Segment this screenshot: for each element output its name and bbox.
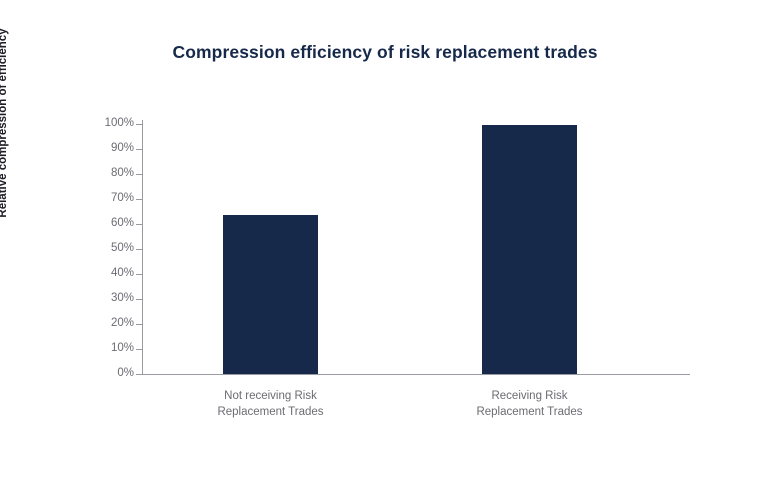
y-axis-tick-label: 70% (110, 192, 134, 204)
x-axis-category-label-line: Not receiving Risk (224, 390, 317, 402)
y-axis-tick (136, 174, 143, 175)
bar[interactable] (223, 215, 318, 374)
y-axis-tick (136, 149, 143, 150)
bar[interactable] (482, 125, 577, 374)
y-axis-tick-label: 0% (117, 367, 134, 379)
y-axis-tick (136, 324, 143, 325)
x-axis-category-label-line: Receiving Risk (491, 390, 568, 402)
y-axis-tick-label: 80% (110, 167, 134, 179)
y-axis-title: Relative compression of efficiency (0, 28, 9, 218)
y-axis-tick-label: 90% (110, 142, 134, 154)
y-axis-tick (136, 274, 143, 275)
chart-title: Compression efficiency of risk replaceme… (172, 42, 598, 62)
y-axis-tick-labels: 0% 10% 20% 30% 40% 50% 60% 70% 80% 90% 100% (88, 117, 134, 378)
y-axis-tick-label: 20% (110, 317, 134, 329)
y-axis-tick (136, 299, 143, 300)
y-axis-tick-label: 50% (110, 242, 134, 254)
y-axis-tick (136, 224, 143, 225)
y-axis-tick-label: 40% (110, 267, 134, 279)
y-axis-tick (136, 374, 143, 375)
y-axis-tick (136, 349, 143, 350)
y-axis-tick (136, 199, 143, 200)
y-axis-tick (136, 124, 143, 125)
y-axis-tick-label: 10% (110, 342, 134, 354)
y-axis-tick (136, 249, 143, 250)
x-axis-category-label: Receiving Risk Replacement Trades (420, 388, 640, 420)
x-axis-line (143, 374, 690, 375)
x-axis-category-label-line: Replacement Trades (476, 406, 583, 418)
y-axis-tick-label: 60% (110, 217, 134, 229)
y-axis-tick-label: 30% (110, 292, 134, 304)
plot-area (136, 124, 690, 375)
x-axis-category-label-line: Replacement Trades (217, 406, 324, 418)
x-axis-category-label: Not receiving Risk Replacement Trades (161, 388, 381, 420)
y-axis-line (142, 120, 143, 375)
y-axis-tick-label: 100% (104, 117, 134, 129)
